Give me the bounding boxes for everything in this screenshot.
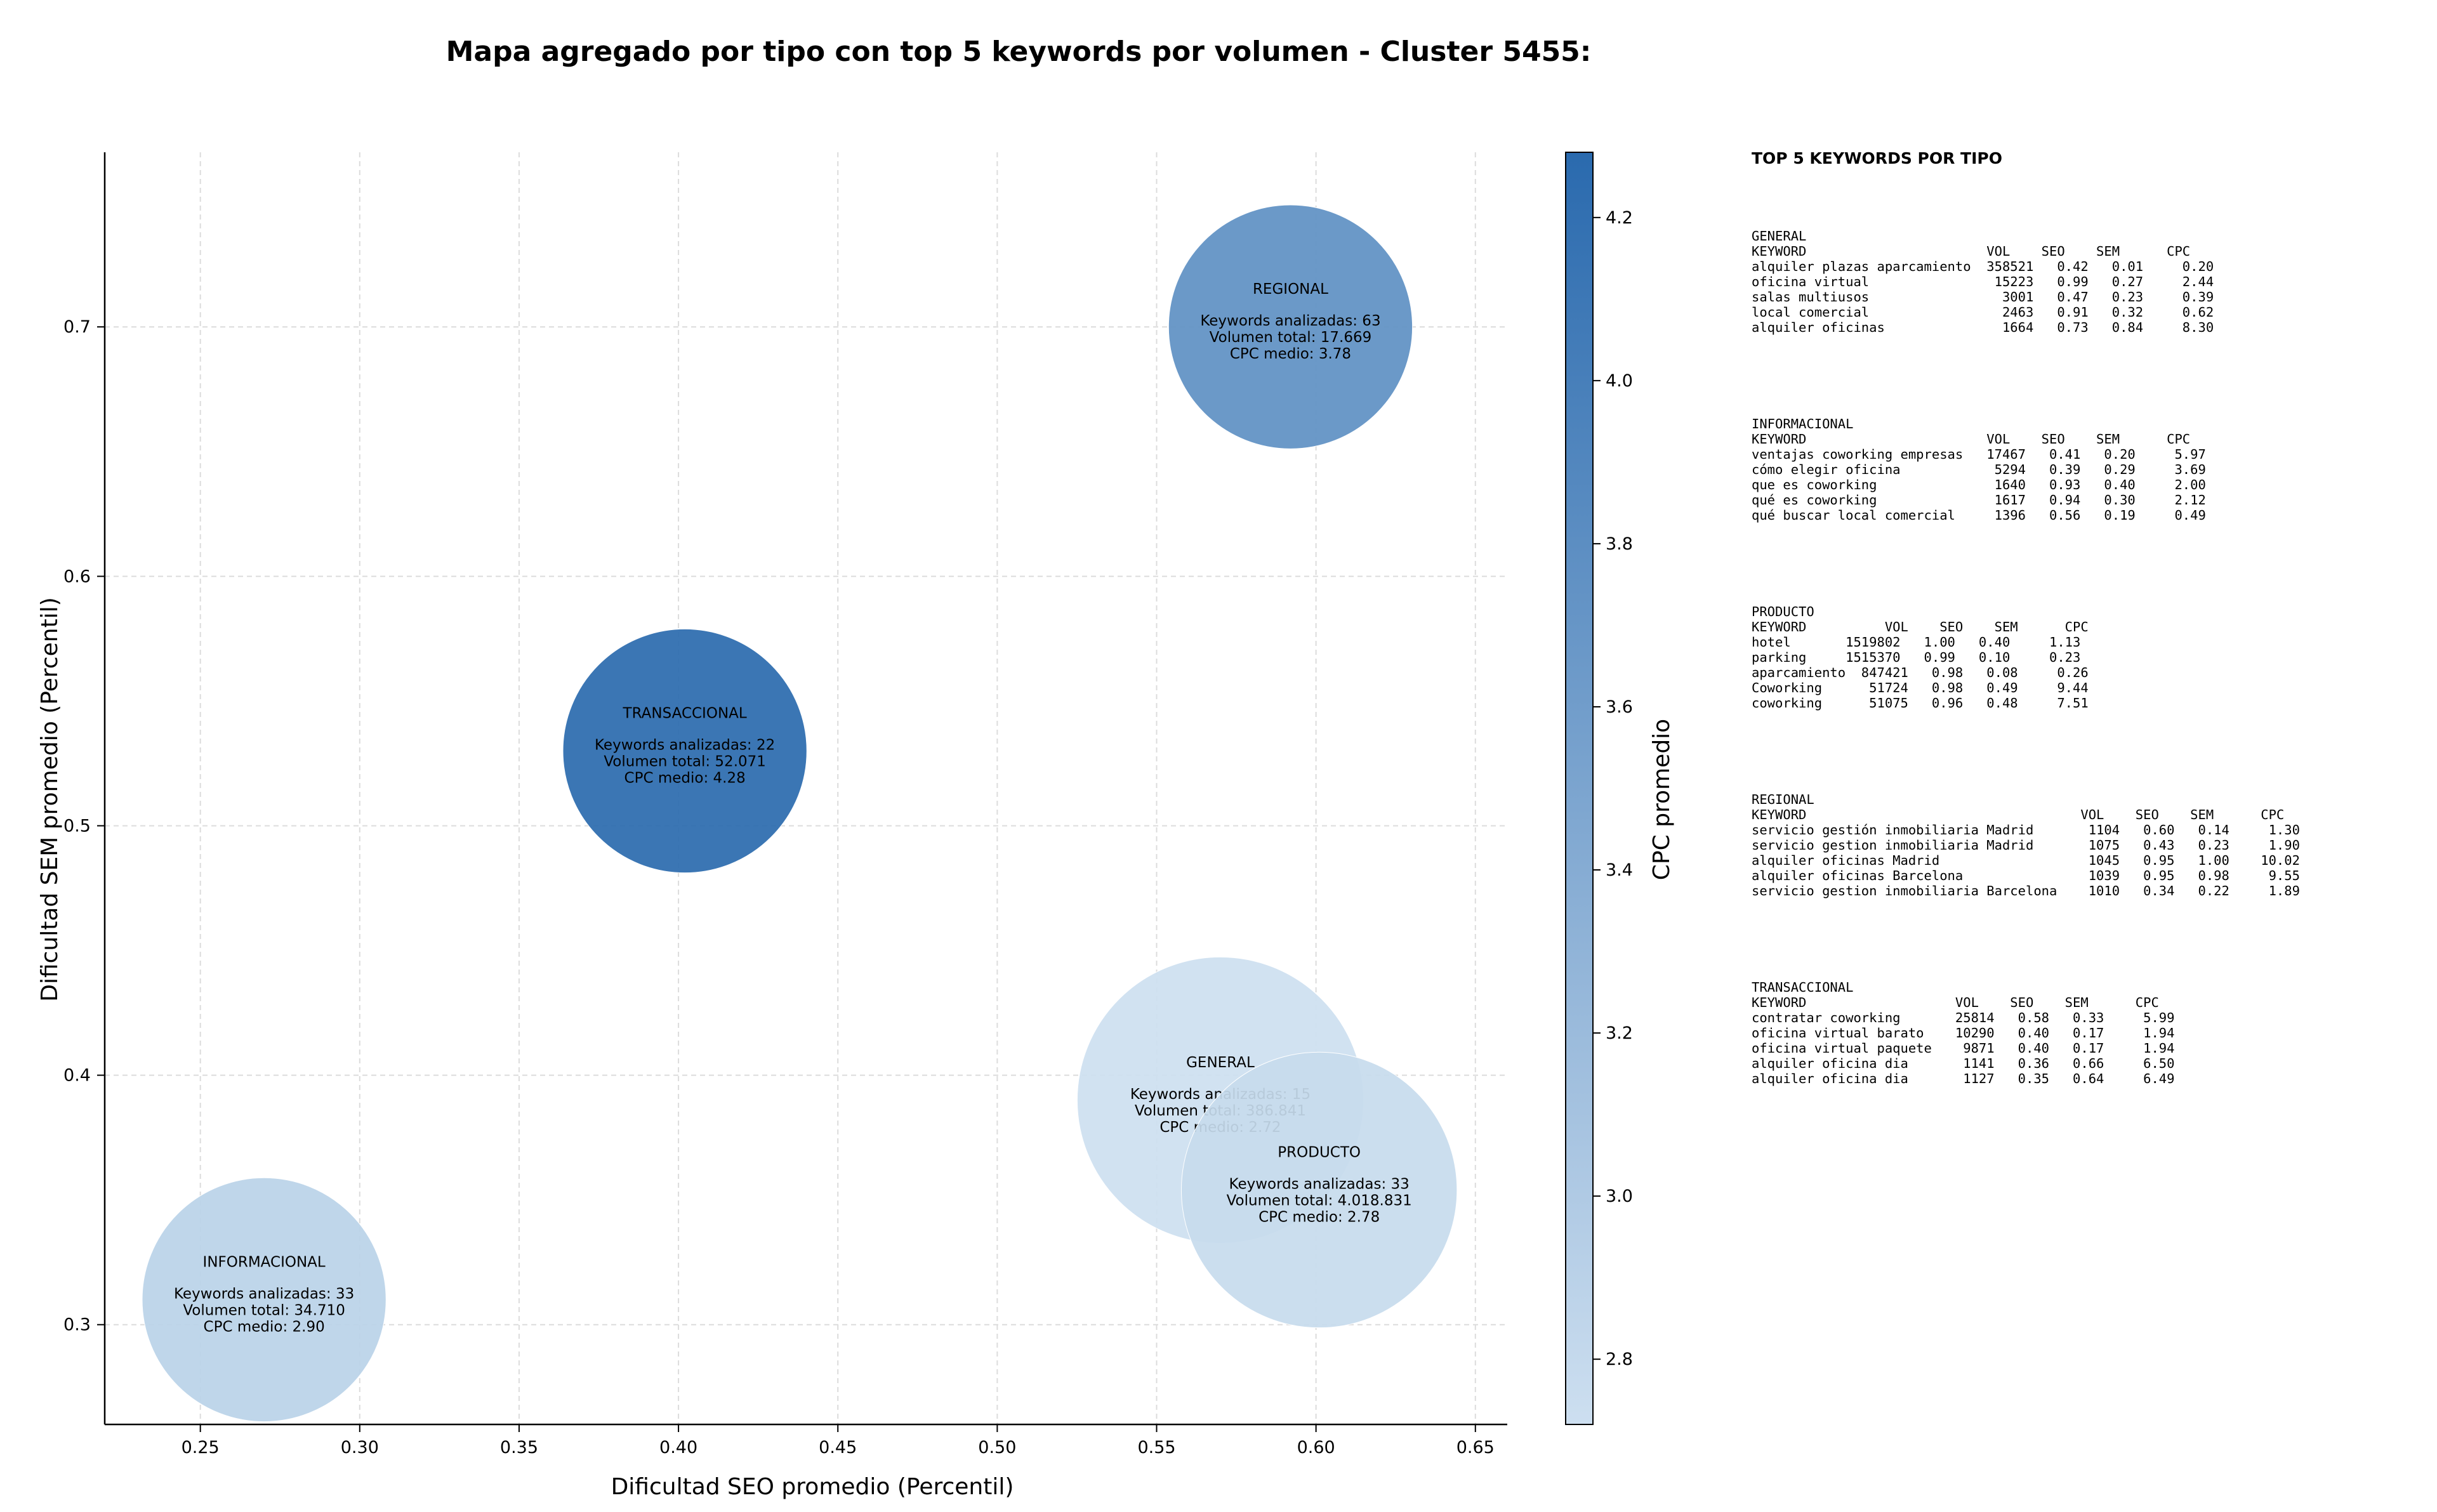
bubble-circle: [142, 1177, 386, 1423]
keyword-block-general: GENERAL KEYWORD VOL SEO SEM CPC alquiler…: [1752, 228, 2424, 335]
bubble-annotation: Volumen total: 52.071: [604, 754, 766, 770]
bubble-annotation: CPC medio: 2.90: [204, 1318, 325, 1335]
colorbar-tick-label: 2.8: [1606, 1350, 1633, 1369]
bubble-annotation: Volumen total: 34.710: [183, 1302, 345, 1318]
bubble-circle: [562, 628, 807, 874]
axes: 0.25 0.30 0.35 0.40 0.45 0.50 0.55 0.60 0.65 0.3 0…: [63, 152, 1507, 1457]
panel-title: TOP 5 KEYWORDS POR TIPO: [1752, 149, 2002, 168]
y-tick-label: 0.6: [63, 567, 91, 586]
keyword-block-transaccional: TRANSACCIONAL KEYWORD VOL SEO SEM CPC co…: [1752, 980, 2424, 1086]
y-tick-label: 0.7: [63, 317, 91, 337]
x-tick-label: 0.50: [978, 1438, 1016, 1457]
bubble-informacional: INFORMACIONAL Keywords analizadas: 33Volu…: [142, 1177, 386, 1423]
x-tick-label: 0.55: [1137, 1438, 1175, 1457]
bubble-label: REGIONAL: [1253, 281, 1328, 298]
x-tick-label: 0.35: [500, 1438, 538, 1457]
y-axis-label: Dificultad SEM promedio (Percentil): [37, 597, 63, 1002]
keyword-block-informacional: INFORMACIONAL KEYWORD VOL SEO SEM CPC ve…: [1752, 416, 2424, 523]
x-tick-label: 0.65: [1456, 1438, 1495, 1457]
bubble-label: TRANSACCIONAL: [623, 706, 747, 722]
bubble-annotation: CPC medio: 3.78: [1230, 346, 1351, 362]
colorbar-tick-label: 3.2: [1606, 1023, 1633, 1043]
bubble-annotation: Keywords analizadas: 33: [1229, 1176, 1410, 1192]
chart-title: Mapa agregado por tipo con top 5 keyword…: [446, 36, 1592, 68]
bubble-label: PRODUCTO: [1278, 1144, 1361, 1160]
y-tick-label: 0.4: [63, 1066, 91, 1086]
bubble-label: INFORMACIONAL: [203, 1254, 326, 1270]
keyword-table: TRANSACCIONAL KEYWORD VOL SEO SEM CPC co…: [1752, 980, 2175, 1086]
y-tick-label: 0.5: [63, 816, 91, 836]
colorbar: 2.8 3.0 3.2 3.4 3.6 3.8 4.0 4.2: [1565, 152, 1633, 1425]
bubble-annotation: Keywords analizadas: 63: [1200, 313, 1380, 329]
x-tick-label: 0.40: [659, 1438, 697, 1457]
bubble-annotation: Keywords analizadas: 22: [595, 737, 775, 754]
bubble-annotation: Keywords analizadas: 33: [174, 1285, 354, 1302]
keyword-table: PRODUCTO KEYWORD VOL SEO SEM CPC hotel 1…: [1752, 604, 2089, 711]
bubble-annotation: Volumen total: 4.018.831: [1227, 1192, 1412, 1209]
x-tick-label: 0.25: [182, 1438, 220, 1457]
bubble-annotation: CPC medio: 2.78: [1258, 1209, 1380, 1225]
bubble-annotation: Volumen total: 17.669: [1210, 329, 1372, 346]
keyword-table: INFORMACIONAL KEYWORD VOL SEO SEM CPC ve…: [1752, 416, 2206, 523]
x-tick-label: 0.60: [1297, 1438, 1335, 1457]
keyword-block-regional: REGIONAL KEYWORD VOL SEO SEM CPC servici…: [1752, 792, 2424, 898]
colorbar-tick-label: 3.4: [1606, 860, 1633, 880]
bubble-annotation: CPC medio: 4.28: [624, 770, 746, 787]
keyword-tables: GENERAL KEYWORD VOL SEO SEM CPC alquiler…: [1752, 228, 2424, 1086]
x-axis-label: Dificultad SEO promedio (Percentil): [611, 1474, 1014, 1500]
colorbar-gradient: [1565, 152, 1594, 1425]
colorbar-tick-label: 3.8: [1606, 534, 1633, 554]
top-keywords-panel: TOP 5 KEYWORDS POR TIPO GENERAL KEYWORD …: [1752, 149, 2424, 1167]
y-tick-label: 0.3: [63, 1315, 91, 1335]
bubble-label: GENERAL: [1186, 1055, 1255, 1071]
x-tick-label: 0.30: [341, 1438, 379, 1457]
keyword-table: GENERAL KEYWORD VOL SEO SEM CPC alquiler…: [1752, 228, 2214, 335]
colorbar-tick-label: 4.2: [1606, 208, 1633, 228]
x-tick-label: 0.45: [819, 1438, 857, 1457]
colorbar-tick-label: 3.0: [1606, 1187, 1633, 1206]
keyword-block-producto: PRODUCTO KEYWORD VOL SEO SEM CPC hotel 1…: [1752, 604, 2424, 711]
colorbar-tick-label: 4.0: [1606, 371, 1633, 391]
bubble-circle: [1180, 1051, 1458, 1329]
colorbar-tick-label: 3.6: [1606, 697, 1633, 717]
bubble-transaccional: TRANSACCIONAL Keywords analizadas: 22Volu…: [562, 628, 807, 874]
bubble-circle: [1168, 204, 1413, 449]
colorbar-label: CPC promedio: [1649, 719, 1675, 880]
keyword-table: REGIONAL KEYWORD VOL SEO SEM CPC servici…: [1752, 792, 2300, 898]
